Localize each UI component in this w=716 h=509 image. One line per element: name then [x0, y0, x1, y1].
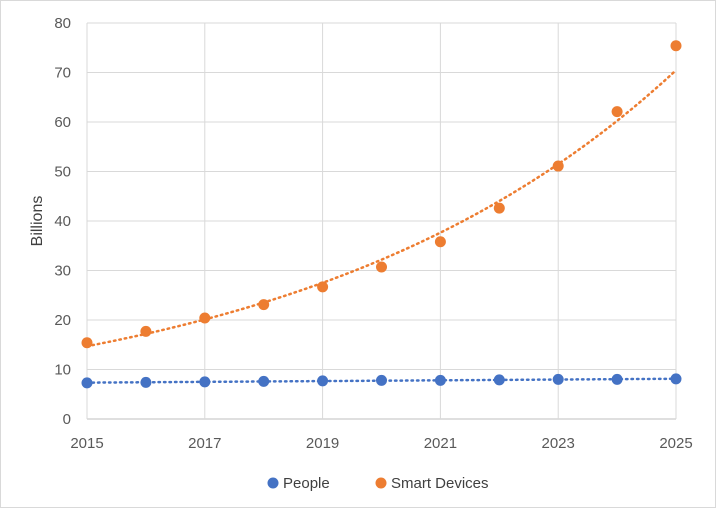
y-tick-label: 0 — [63, 411, 71, 428]
legend-item-smart-devices: Smart Devices — [375, 475, 489, 492]
point-people — [258, 375, 270, 387]
legend: People Smart Devices — [267, 475, 489, 492]
y-tick-label: 80 — [54, 15, 71, 32]
y-tick-label: 50 — [54, 164, 71, 181]
point-smart-devices — [552, 160, 564, 172]
trendlines — [85, 68, 678, 384]
x-axis-ticks: 2015 2017 2019 2021 2023 2025 — [70, 435, 692, 452]
point-people — [199, 376, 211, 388]
point-people — [376, 374, 387, 386]
point-people — [493, 374, 505, 386]
legend-label-smart-devices: Smart Devices — [391, 475, 489, 492]
legend-marker-people — [267, 477, 279, 489]
point-smart-devices — [611, 106, 623, 118]
trendline-people — [85, 377, 678, 384]
point-people — [140, 376, 152, 388]
point-people — [317, 375, 329, 387]
point-people — [670, 373, 682, 385]
trendline-smart-devices — [85, 68, 678, 348]
point-people — [434, 374, 446, 386]
y-tick-label: 20 — [54, 312, 71, 329]
point-smart-devices — [376, 261, 387, 273]
point-smart-devices — [434, 236, 446, 248]
point-smart-devices — [258, 299, 270, 311]
legend-label-people: People — [283, 475, 330, 492]
y-axis-ticks: 0 10 20 30 40 50 60 70 80 — [54, 15, 71, 428]
point-smart-devices — [81, 337, 93, 349]
gridlines — [86, 22, 677, 420]
x-tick-label: 2017 — [188, 435, 221, 452]
legend-marker-smart-devices — [375, 477, 387, 489]
point-people — [611, 373, 623, 385]
x-tick-label: 2025 — [659, 435, 692, 452]
point-smart-devices — [199, 312, 211, 324]
point-people — [552, 373, 564, 385]
x-tick-label: 2019 — [306, 435, 339, 452]
legend-item-people: People — [267, 475, 330, 492]
y-axis-title: Billions — [29, 196, 46, 247]
y-tick-label: 60 — [54, 114, 71, 131]
x-tick-label: 2023 — [542, 435, 575, 452]
x-tick-label: 2015 — [70, 435, 103, 452]
y-tick-label: 70 — [54, 65, 71, 82]
point-smart-devices — [140, 325, 152, 337]
data-points — [81, 40, 682, 389]
point-people — [81, 377, 93, 389]
point-smart-devices — [317, 281, 329, 293]
x-tick-label: 2021 — [424, 435, 457, 452]
point-smart-devices — [670, 40, 682, 52]
point-smart-devices — [493, 202, 505, 214]
y-tick-label: 40 — [54, 213, 71, 230]
y-tick-label: 30 — [54, 263, 71, 280]
y-tick-label: 10 — [54, 362, 71, 379]
